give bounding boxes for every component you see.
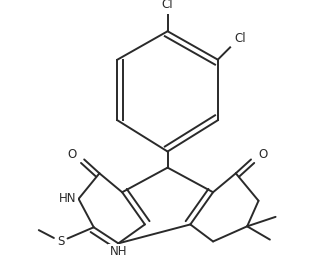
Text: Cl: Cl <box>235 32 246 45</box>
Text: S: S <box>57 235 64 248</box>
Text: NH: NH <box>109 245 127 258</box>
Text: O: O <box>258 148 268 161</box>
Text: O: O <box>67 148 77 161</box>
Text: Cl: Cl <box>162 0 173 11</box>
Text: HN: HN <box>59 192 77 205</box>
